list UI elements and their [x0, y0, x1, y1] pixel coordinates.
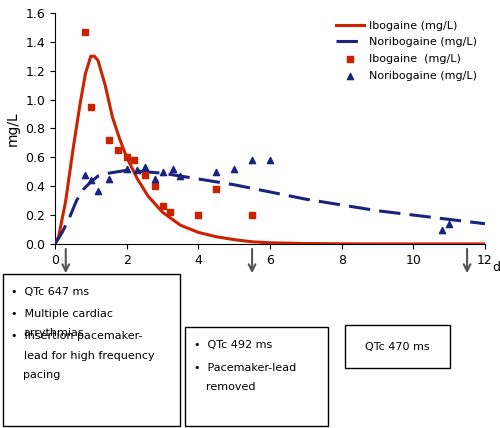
- Ibogaine (mg/L): [134, 176, 140, 181]
- Noribogaine (mg/L): [105, 175, 113, 182]
- Ibogaine  (mg/L): [87, 103, 95, 110]
- Ibogaine (mg/L): [110, 114, 116, 119]
- Noribogaine (mg/L): [88, 179, 94, 184]
- Ibogaine  (mg/L): [130, 157, 138, 163]
- Ibogaine (mg/L): [178, 223, 184, 228]
- Noribogaine (mg/L): [446, 217, 452, 222]
- Ibogaine (mg/L): [374, 241, 380, 247]
- Noribogaine (mg/L): [66, 215, 72, 220]
- Noribogaine (mg/L): [438, 226, 446, 233]
- Ibogaine (mg/L): [70, 148, 76, 153]
- Text: •  Multiple cardiac: • Multiple cardiac: [11, 309, 113, 319]
- Ibogaine (mg/L): [56, 234, 62, 239]
- Text: •  Pacemaker-lead: • Pacemaker-lead: [194, 363, 296, 372]
- Ibogaine  (mg/L): [158, 203, 166, 210]
- Noribogaine (mg/L): [80, 187, 86, 192]
- Ibogaine  (mg/L): [105, 137, 113, 143]
- Ibogaine (mg/L): [82, 71, 88, 76]
- Ibogaine (mg/L): [95, 58, 101, 63]
- Ibogaine (mg/L): [446, 241, 452, 247]
- Noribogaine (mg/L): [231, 182, 237, 187]
- Noribogaine (mg/L): [178, 173, 184, 178]
- Text: removed: removed: [206, 382, 256, 392]
- Noribogaine (mg/L): [410, 213, 416, 217]
- Text: pacing: pacing: [24, 370, 61, 380]
- Noribogaine (mg/L): [95, 173, 101, 178]
- Text: QTc 470 ms: QTc 470 ms: [365, 342, 430, 352]
- Ibogaine  (mg/L): [82, 28, 90, 35]
- Noribogaine (mg/L): [158, 168, 166, 175]
- Line: Ibogaine (mg/L): Ibogaine (mg/L): [55, 56, 485, 244]
- Noribogaine (mg/L): [140, 164, 148, 171]
- Text: •  Insertion pacemaker-: • Insertion pacemaker-: [11, 331, 142, 341]
- Noribogaine (mg/L): [106, 171, 112, 176]
- Ibogaine (mg/L): [145, 194, 151, 199]
- Ibogaine (mg/L): [52, 241, 58, 247]
- Ibogaine (mg/L): [102, 83, 108, 88]
- Text: •  QTc 492 ms: • QTc 492 ms: [194, 340, 272, 350]
- Noribogaine (mg/L): [303, 196, 309, 202]
- Ibogaine  (mg/L): [122, 154, 130, 161]
- Noribogaine (mg/L): [482, 221, 488, 226]
- Noribogaine (mg/L): [122, 166, 130, 172]
- Ibogaine (mg/L): [88, 54, 94, 59]
- Ibogaine  (mg/L): [194, 212, 202, 218]
- Line: Noribogaine (mg/L): Noribogaine (mg/L): [55, 170, 485, 244]
- Noribogaine (mg/L): [230, 166, 238, 172]
- Ibogaine (mg/L): [160, 210, 166, 215]
- Ibogaine (mg/L): [196, 230, 202, 235]
- Text: lead for high frequency: lead for high frequency: [24, 351, 154, 360]
- Ibogaine  (mg/L): [248, 212, 256, 218]
- Ibogaine (mg/L): [482, 241, 488, 247]
- Noribogaine (mg/L): [142, 169, 148, 174]
- Noribogaine (mg/L): [267, 190, 273, 195]
- Noribogaine (mg/L): [248, 157, 256, 163]
- Ibogaine (mg/L): [63, 198, 69, 203]
- Noribogaine (mg/L): [374, 208, 380, 213]
- Ibogaine (mg/L): [213, 234, 219, 239]
- Y-axis label: mg/L: mg/L: [6, 111, 20, 146]
- Ibogaine  (mg/L): [152, 183, 160, 190]
- Ibogaine (mg/L): [77, 101, 83, 107]
- Noribogaine (mg/L): [176, 172, 184, 179]
- Ibogaine  (mg/L): [212, 186, 220, 193]
- Noribogaine (mg/L): [59, 230, 65, 235]
- Noribogaine (mg/L): [445, 220, 453, 227]
- Text: days: days: [492, 261, 500, 273]
- Noribogaine (mg/L): [338, 202, 344, 208]
- Ibogaine (mg/L): [92, 54, 98, 59]
- Ibogaine  (mg/L): [114, 147, 122, 154]
- Ibogaine (mg/L): [116, 136, 122, 141]
- Ibogaine (mg/L): [267, 240, 273, 245]
- Noribogaine (mg/L): [94, 187, 102, 194]
- Ibogaine (mg/L): [303, 241, 309, 246]
- Text: arrythmias: arrythmias: [24, 328, 84, 338]
- Noribogaine (mg/L): [169, 166, 177, 172]
- Ibogaine (mg/L): [231, 237, 237, 242]
- Noribogaine (mg/L): [266, 157, 274, 163]
- Noribogaine (mg/L): [52, 241, 58, 247]
- Ibogaine (mg/L): [249, 239, 255, 244]
- Ibogaine (mg/L): [338, 241, 344, 247]
- Ibogaine  (mg/L): [140, 171, 148, 178]
- Noribogaine (mg/L): [87, 177, 95, 184]
- Noribogaine (mg/L): [82, 171, 90, 178]
- Noribogaine (mg/L): [134, 167, 141, 174]
- Noribogaine (mg/L): [196, 176, 202, 181]
- Text: •  QTc 647 ms: • QTc 647 ms: [11, 287, 89, 297]
- Noribogaine (mg/L): [124, 168, 130, 173]
- Noribogaine (mg/L): [74, 198, 80, 203]
- Noribogaine (mg/L): [152, 175, 160, 182]
- Noribogaine (mg/L): [160, 171, 166, 176]
- Ibogaine (mg/L): [124, 155, 130, 160]
- Legend: Ibogaine (mg/L), Noribogaine (mg/L), Ibogaine  (mg/L), Noribogaine (mg/L): Ibogaine (mg/L), Noribogaine (mg/L), Ibo…: [334, 18, 480, 83]
- Ibogaine (mg/L): [410, 241, 416, 247]
- Noribogaine (mg/L): [212, 168, 220, 175]
- Ibogaine  (mg/L): [166, 209, 173, 216]
